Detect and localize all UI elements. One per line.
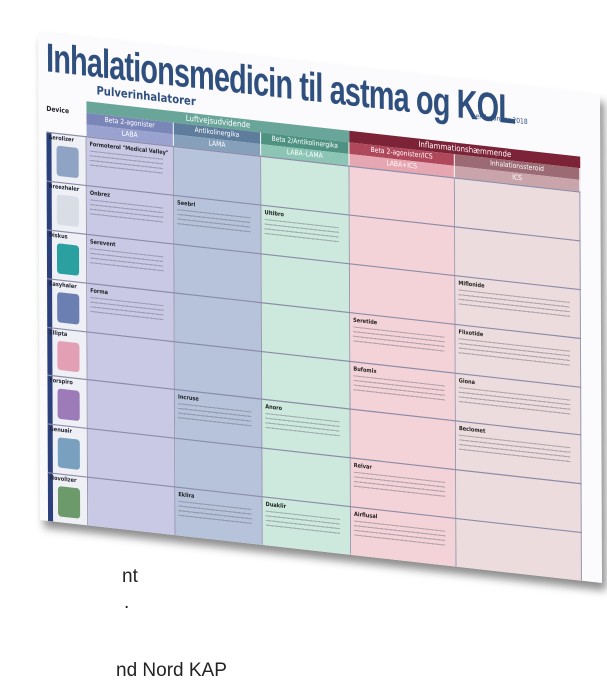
device-header: Device — [46, 104, 70, 116]
poster: Inhalationsmedicin til astma og KOL per … — [38, 32, 603, 584]
text-fragment: . — [124, 592, 130, 613]
device-icon — [57, 388, 80, 422]
device-icon — [57, 291, 80, 325]
device-icon — [57, 340, 80, 373]
device-icon — [56, 194, 79, 227]
text-fragment: nt — [122, 566, 138, 587]
text-fragment: nd Nord KAP — [116, 660, 227, 681]
device-icon — [56, 242, 80, 276]
device-icon — [56, 145, 79, 179]
device-icon — [57, 486, 81, 519]
device-icon — [57, 437, 80, 471]
